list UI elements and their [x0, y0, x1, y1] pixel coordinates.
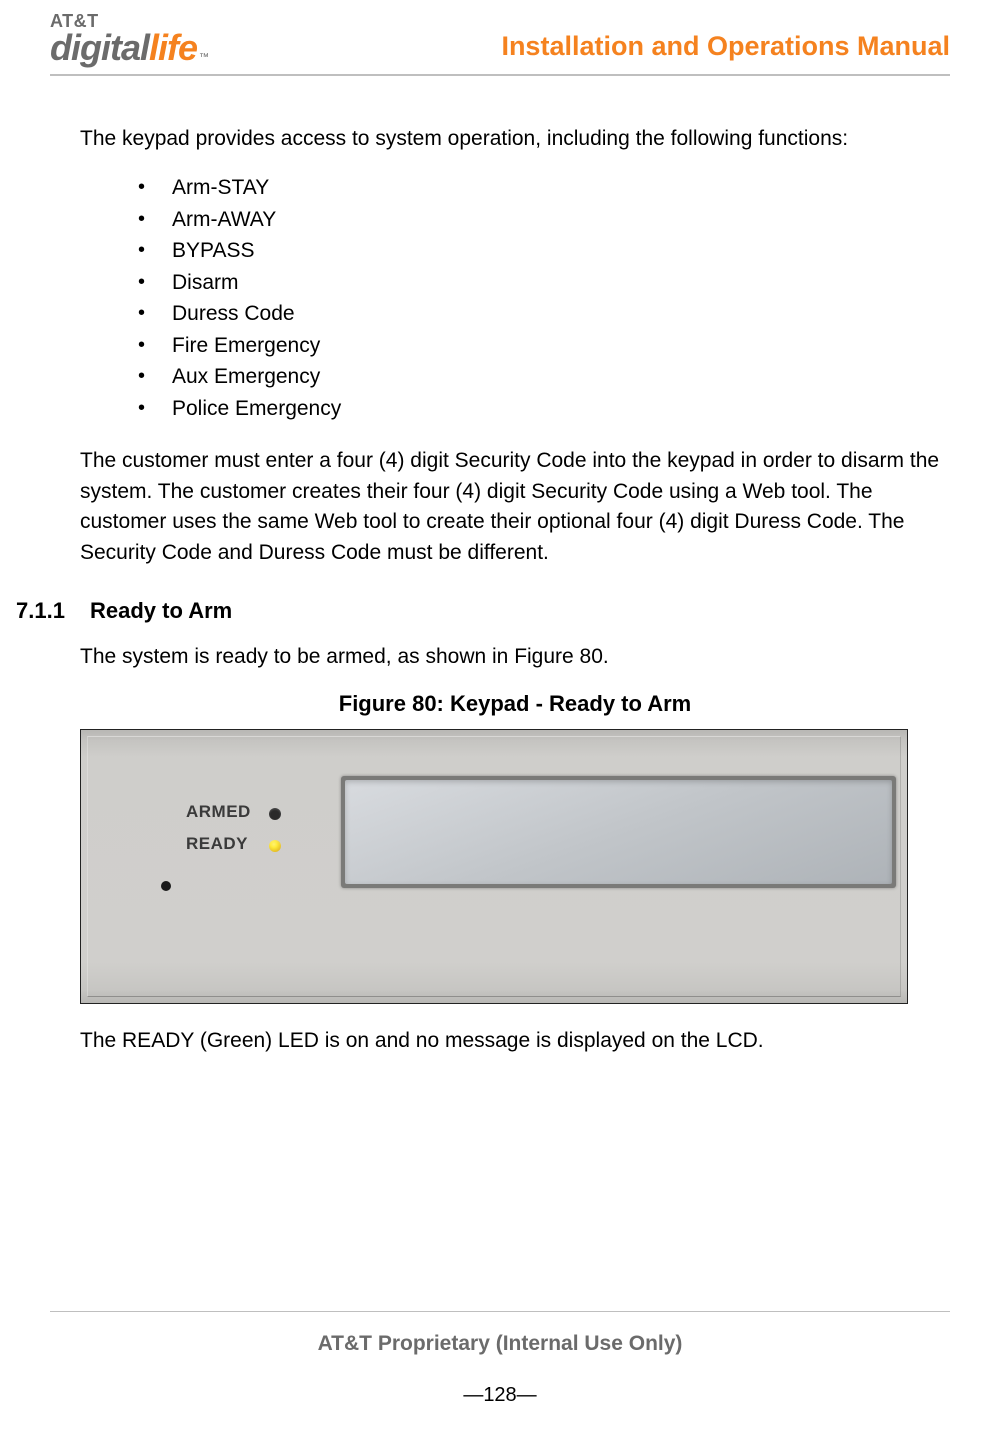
logo-product: digitallife™	[50, 30, 209, 66]
mic-hole	[161, 881, 171, 891]
functions-list: Arm-STAY Arm-AWAY BYPASS Disarm Duress C…	[138, 172, 950, 424]
intro-paragraph: The keypad provides access to system ope…	[80, 124, 950, 154]
page-footer: AT&T Proprietary (Internal Use Only) —12…	[50, 1311, 950, 1407]
post-figure-paragraph: The READY (Green) LED is on and no messa…	[80, 1026, 950, 1056]
figure-caption: Figure 80: Keypad - Ready to Arm	[80, 691, 950, 717]
armed-label: ARMED	[186, 802, 251, 822]
footer-divider	[50, 1311, 950, 1312]
list-item: BYPASS	[138, 235, 950, 267]
page-header: AT&T digitallife™ Installation and Opera…	[50, 0, 950, 76]
logo-word-life: life	[149, 30, 197, 66]
section-heading: 7.1.1 Ready to Arm	[16, 598, 950, 624]
list-item: Aux Emergency	[138, 361, 950, 393]
section-number: 7.1.1	[16, 598, 90, 624]
proprietary-notice: AT&T Proprietary (Internal Use Only)	[50, 1332, 950, 1356]
page-number: —128—	[50, 1384, 950, 1407]
lcd-glass	[345, 780, 892, 884]
list-item: Arm-AWAY	[138, 204, 950, 236]
section-intro-paragraph: The system is ready to be armed, as show…	[80, 642, 950, 672]
list-item: Duress Code	[138, 298, 950, 330]
logo-word-digital: digital	[50, 30, 149, 66]
page-content: The keypad provides access to system ope…	[50, 76, 950, 1056]
lcd-screen	[341, 776, 896, 888]
document-title: Installation and Operations Manual	[501, 31, 950, 66]
list-item: Arm-STAY	[138, 172, 950, 204]
list-item: Fire Emergency	[138, 330, 950, 362]
list-item: Police Emergency	[138, 393, 950, 425]
list-item: Disarm	[138, 267, 950, 299]
section-title: Ready to Arm	[90, 598, 232, 624]
security-code-paragraph: The customer must enter a four (4) digit…	[80, 446, 950, 568]
logo: AT&T digitallife™	[50, 12, 209, 66]
keypad-figure: ARMED READY	[80, 729, 908, 1004]
logo-trademark: ™	[199, 53, 209, 63]
ready-led	[269, 840, 281, 852]
ready-label: READY	[186, 834, 248, 854]
armed-led	[269, 808, 281, 820]
